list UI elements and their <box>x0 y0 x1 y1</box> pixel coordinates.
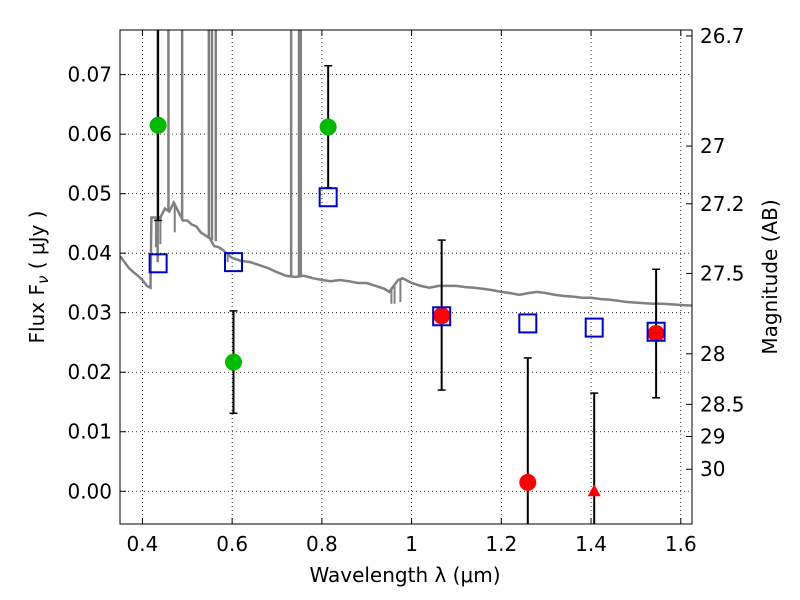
model-photometry-point <box>318 187 338 208</box>
y-tick-label: 0.03 <box>67 301 112 325</box>
y-axis-label-unit: ( μJy ) <box>25 211 49 276</box>
y-tick-label: 0.01 <box>67 420 112 444</box>
right-tick-label: 30 <box>700 457 725 481</box>
model-spectrum-line <box>120 199 692 307</box>
model-photometry-point <box>584 317 604 338</box>
data-point <box>519 473 537 491</box>
x-tick-label: 1.6 <box>665 532 697 556</box>
model-photometry-point <box>518 313 538 334</box>
error-bars <box>154 30 661 524</box>
x-tick-label: 0.4 <box>127 532 159 556</box>
data-point <box>149 116 167 134</box>
x-tick-label: 1 <box>405 532 418 556</box>
data-point <box>225 353 243 371</box>
data-point <box>319 118 337 136</box>
right-axis-label: Magnitude (AB) <box>758 199 782 354</box>
data-point <box>647 325 665 343</box>
x-tick-label: 0.8 <box>306 532 338 556</box>
y-axis-label-sub: ν <box>34 276 52 284</box>
ticks: 0.4 0.6 0.8 1 1.2 1.4 1.6 0.00 0.01 0.02 0.03 0.04 0… <box>67 24 744 556</box>
x-tick-label: 1.4 <box>575 532 607 556</box>
x-axis-label: Wavelength λ (μm) <box>309 563 500 587</box>
y-axis-label: Flux Fν ( μJy ) <box>25 211 52 344</box>
plot-frame <box>119 29 693 525</box>
y-tick-label: 0.00 <box>67 479 112 503</box>
grid <box>120 30 692 524</box>
y-tick-label: 0.04 <box>67 241 112 265</box>
model-photometry-point <box>148 253 168 274</box>
y-tick-label: 0.07 <box>67 63 112 87</box>
y-tick-label: 0.05 <box>67 182 112 206</box>
right-tick-label: 28.5 <box>700 392 745 416</box>
data-markers <box>148 116 666 497</box>
right-tick-label: 27.5 <box>700 261 745 285</box>
x-tick-label: 0.6 <box>216 532 248 556</box>
x-tick-label: 1.2 <box>485 532 517 556</box>
data-point <box>433 307 451 325</box>
right-tick-label: 29 <box>700 425 725 449</box>
right-tick-label: 28 <box>700 342 725 366</box>
model-photometry-point <box>646 321 666 342</box>
model-photometry-point <box>432 306 452 327</box>
right-tick-label: 27 <box>700 134 725 158</box>
model-photometry-point <box>224 252 244 273</box>
y-axis-label-main: Flux F <box>25 284 49 343</box>
right-tick-label: 26.7 <box>700 24 745 48</box>
model-spectrum <box>120 30 692 307</box>
right-tick-label: 27.2 <box>700 192 745 216</box>
y-tick-label: 0.02 <box>67 360 112 384</box>
y-tick-label: 0.06 <box>67 122 112 146</box>
upper-limit-point <box>587 484 601 497</box>
